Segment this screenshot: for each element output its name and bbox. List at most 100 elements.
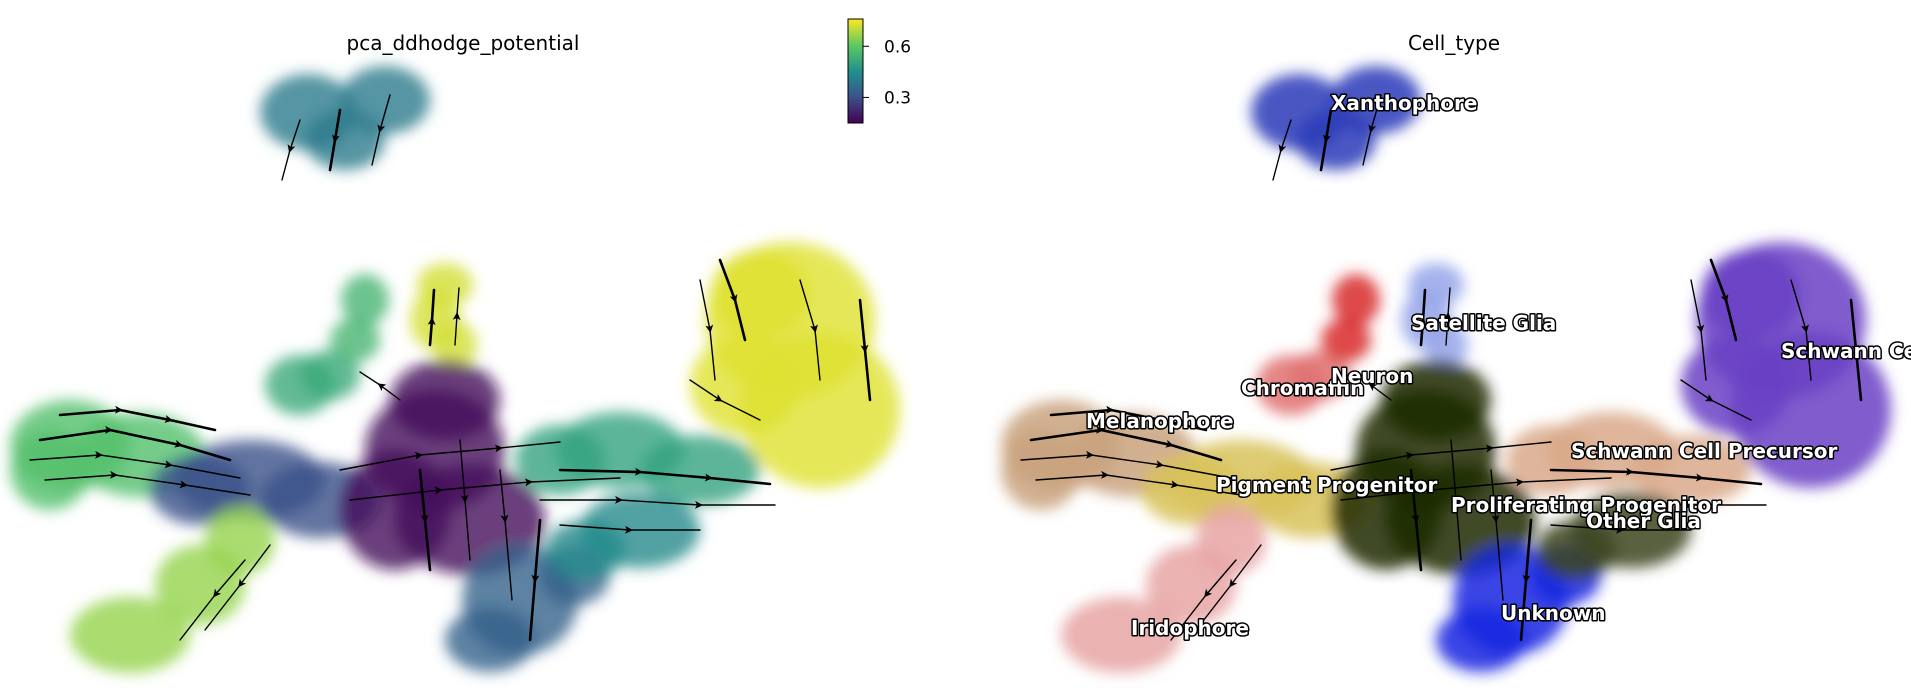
velocity-streamline xyxy=(179,559,246,641)
velocity-streamline xyxy=(528,518,542,642)
velocity-streamline xyxy=(559,524,701,534)
cluster-label-other_glia: Other Glia xyxy=(1586,509,1701,533)
velocity-streamline xyxy=(1690,279,1707,381)
cell-cloud-unknown xyxy=(445,608,535,672)
velocity-streamline xyxy=(1550,524,1692,534)
velocity-streamline xyxy=(281,119,301,181)
cell-cloud-schwann_cell xyxy=(710,250,810,340)
velocity-streamline xyxy=(499,469,513,601)
velocity-streamline xyxy=(204,544,271,631)
cell-cloud-schwann_cell xyxy=(1701,250,1801,340)
cluster-label-pigment_progenitor: Pigment Progenitor xyxy=(1216,473,1438,497)
colorbar-tick-label: 0.6 xyxy=(884,37,911,57)
cell-cloud-schwann_cell xyxy=(1681,335,1791,435)
cell-cloud-iridophore xyxy=(70,597,190,673)
velocity-streamline xyxy=(1330,441,1552,471)
cell-cloud-xanthophore xyxy=(1296,110,1376,170)
velocity-streamline xyxy=(1049,405,1208,432)
velocity-streamline xyxy=(718,258,747,342)
velocity-streamline xyxy=(1319,108,1333,172)
cluster-label-schwann_cell_precursor: Schwann Cell Precursor xyxy=(1571,439,1838,463)
colorbar-tick-label: 0.3 xyxy=(884,88,911,108)
cell-cloud-other_glia xyxy=(545,520,625,580)
velocity-streamline xyxy=(1709,258,1738,342)
velocity-streamline xyxy=(1790,279,1812,381)
velocity-streamline xyxy=(38,425,232,462)
cluster-label-satellite_glia: Satellite Glia xyxy=(1411,311,1556,335)
cell-cloud-iridophore xyxy=(1196,505,1266,575)
cell-cloud-proliferating_progenitor xyxy=(1381,360,1491,440)
cluster-label-chromaffin: Chromaffin xyxy=(1241,376,1364,400)
cell-cloud-melanophore xyxy=(10,430,90,510)
cluster-label-neuron: Neuron xyxy=(1331,364,1413,388)
velocity-streamline xyxy=(1519,518,1533,642)
velocity-streamline xyxy=(1020,450,1232,479)
velocity-streamline xyxy=(427,288,436,347)
cell-cloud-schwann_cell_precursor xyxy=(515,425,605,495)
celltype-panel: Cell_type Xanthophore Melanophore Pigment … xyxy=(1001,31,1911,673)
velocity-streamline xyxy=(1340,477,1612,501)
cell-cloud-unknown xyxy=(1436,608,1526,672)
velocity-streamline xyxy=(1443,287,1452,346)
velocity-streamline xyxy=(1029,425,1223,462)
cluster-label-proliferating_progenitor: Proliferating Progenitor xyxy=(1451,493,1721,517)
velocity-streamline xyxy=(1490,469,1504,601)
velocity-streamline xyxy=(452,287,461,346)
cell-cloud-neuron xyxy=(341,274,389,326)
velocity-streamline xyxy=(349,477,621,501)
cell-cloud-proliferating_progenitor xyxy=(1331,450,1441,570)
velocity-streamline xyxy=(799,279,821,381)
colorbar-ticks: 0.6 0.3 xyxy=(863,37,911,108)
velocity-streamline xyxy=(371,94,391,166)
colorbar: 0.6 0.3 xyxy=(847,18,911,124)
celltype-labels: Xanthophore Melanophore Pigment Progenitor… xyxy=(1085,90,1911,642)
velocity-streamline xyxy=(1362,94,1382,166)
cell-cloud-neuron xyxy=(1321,318,1371,362)
velocity-streamline xyxy=(699,279,716,381)
velocity-streamline xyxy=(29,450,241,479)
celltype-cell-cloud xyxy=(1001,66,1891,673)
cell-cloud-melanophore xyxy=(1001,430,1081,510)
cell-cloud-xanthophore xyxy=(305,110,385,170)
cluster-label-melanophore: Melanophore xyxy=(1086,409,1234,433)
velocity-streamline xyxy=(418,468,432,572)
velocity-streamline xyxy=(558,467,772,486)
cell-cloud-neuron xyxy=(1332,274,1380,326)
potential-cell-cloud xyxy=(10,66,900,673)
cell-cloud-proliferating_progenitor xyxy=(340,450,450,570)
cluster-label-iridophore: Iridophore xyxy=(1131,616,1249,640)
cell-cloud-iridophore xyxy=(1061,597,1181,673)
velocity-streamline xyxy=(1035,470,1242,496)
velocity-streamline xyxy=(44,470,251,496)
velocity-streamline xyxy=(1272,119,1292,181)
cell-cloud-chromaffin xyxy=(1291,350,1351,400)
velocity-streamline xyxy=(539,495,776,509)
velocity-streamline xyxy=(1195,544,1262,631)
velocity-streamline xyxy=(1409,468,1423,572)
velocity-streamline xyxy=(1350,371,1392,401)
velocity-streamline xyxy=(459,439,471,561)
potential-panel: pca_ddhodge_potential 0.6 0.3 xyxy=(10,18,911,673)
velocity-streamline xyxy=(689,379,761,421)
velocity-streamline xyxy=(1450,439,1462,561)
cell-cloud-proliferating_progenitor xyxy=(390,360,500,440)
cell-cloud-schwann_cell_precursor xyxy=(1506,425,1596,495)
potential-panel-title: pca_ddhodge_potential xyxy=(347,31,580,55)
velocity-streamline xyxy=(58,405,217,432)
velocity-streamline xyxy=(359,371,401,401)
cluster-label-unknown: Unknown xyxy=(1501,601,1605,625)
colorbar-gradient xyxy=(847,18,864,124)
velocity-streamline xyxy=(858,298,872,402)
celltype-panel-title: Cell_type xyxy=(1408,31,1500,55)
cell-cloud-schwann_cell xyxy=(690,335,800,435)
velocity-streamline xyxy=(1530,495,1767,509)
potential-streamlines xyxy=(29,94,872,642)
velocity-streamline xyxy=(339,441,561,471)
cluster-label-xanthophore: Xanthophore xyxy=(1331,91,1477,115)
cell-cloud-other_glia xyxy=(1536,520,1616,580)
celltype-streamlines xyxy=(1020,94,1863,642)
velocity-streamline xyxy=(328,108,342,172)
cell-cloud-neuron xyxy=(330,318,380,362)
cell-cloud-chromaffin xyxy=(300,350,360,400)
